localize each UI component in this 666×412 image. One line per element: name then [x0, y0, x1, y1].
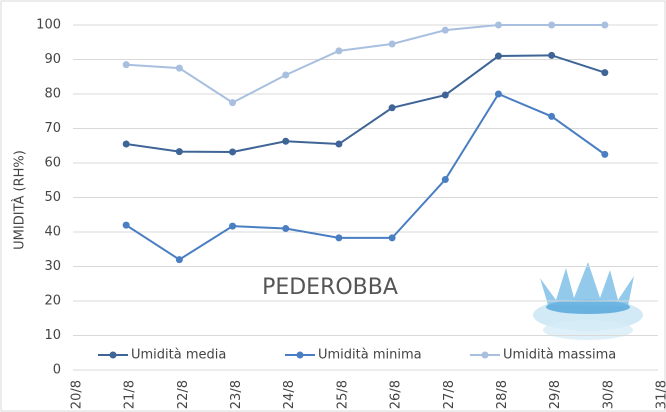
point [282, 72, 289, 79]
y-tick-label: 40 [44, 225, 61, 240]
point [282, 225, 289, 232]
point [282, 138, 289, 145]
x-tick-label: 21/8 [123, 380, 138, 409]
point [229, 223, 236, 230]
legend-label: Umidità minima [318, 348, 422, 363]
point [389, 40, 396, 47]
x-tick-label: 27/8 [442, 380, 457, 409]
point [495, 53, 502, 60]
point [548, 113, 555, 120]
point [229, 99, 236, 106]
point [123, 61, 130, 68]
y-tick-label: 100 [36, 18, 61, 33]
point [442, 92, 449, 99]
point [389, 104, 396, 111]
y-tick-label: 70 [44, 121, 61, 136]
y-axis-label: UMIDITÀ (RH%) [12, 150, 28, 250]
y-tick-label: 0 [53, 363, 61, 378]
point [123, 222, 130, 229]
x-tick-label: 25/8 [335, 380, 350, 409]
y-tick-label: 30 [44, 259, 61, 274]
y-tick-label: 80 [44, 87, 61, 102]
x-tick-label: 20/8 [70, 380, 85, 409]
legend-label: Umidità massima [503, 348, 616, 363]
x-tick-label: 31/8 [655, 380, 666, 409]
legend-marker [482, 352, 489, 359]
point [389, 234, 396, 241]
x-tick-label: 23/8 [229, 380, 244, 409]
chart: UMIDITÀ (RH%) PEDEROBBA 0 10 20 30 40 50 60 70 8… [0, 0, 666, 412]
point [123, 141, 130, 148]
legend-label: Umidità media [131, 348, 226, 363]
annotation: PEDEROBBA [262, 275, 398, 300]
x-tick-label: 30/8 [601, 380, 616, 409]
point [601, 69, 608, 76]
legend-marker [110, 352, 117, 359]
y-tick-label: 90 [44, 52, 61, 67]
y-tick-label: 50 [44, 190, 61, 205]
y-tick-label: 60 [44, 156, 61, 171]
point [548, 52, 555, 59]
point [495, 91, 502, 98]
point [442, 176, 449, 183]
point [229, 148, 236, 155]
x-tick-label: 28/8 [495, 380, 510, 409]
point [548, 22, 555, 29]
point [442, 27, 449, 34]
x-tick-label: 26/8 [389, 380, 404, 409]
point [495, 22, 502, 29]
point [176, 148, 183, 155]
point [335, 141, 342, 148]
point [176, 256, 183, 263]
y-tick-label: 10 [44, 328, 61, 343]
x-tick-label: 22/8 [176, 380, 191, 409]
x-tick-label: 24/8 [282, 380, 297, 409]
y-tick-label: 20 [44, 294, 61, 309]
point [335, 47, 342, 54]
legend-marker [297, 352, 304, 359]
x-tick-label: 29/8 [548, 380, 563, 409]
point [601, 151, 608, 158]
point [176, 65, 183, 72]
point [601, 22, 608, 29]
point [335, 234, 342, 241]
